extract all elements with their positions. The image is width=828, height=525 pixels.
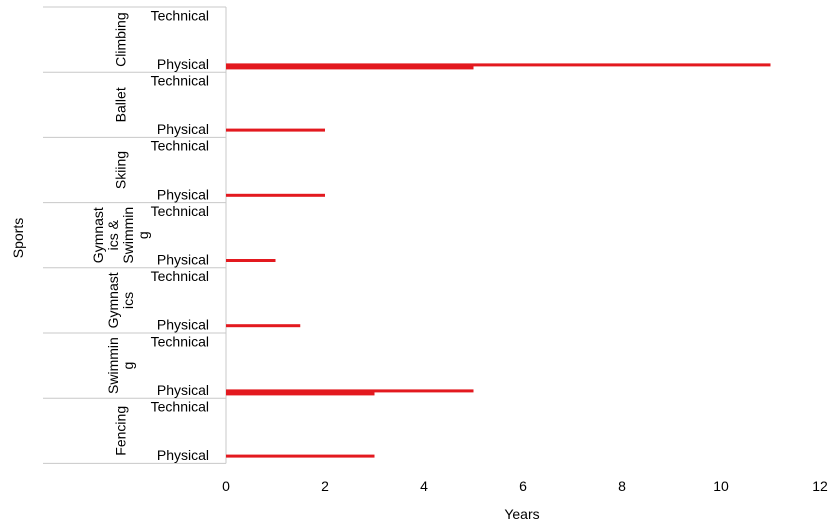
bars <box>226 63 771 458</box>
sport-label: Fencing <box>113 406 129 456</box>
row-label: Technical <box>151 333 209 349</box>
bar <box>226 128 325 132</box>
category-grid <box>43 6 227 464</box>
bar <box>226 324 301 328</box>
x-tick-label: 12 <box>812 478 828 494</box>
row-label: Physical <box>157 186 209 202</box>
sport-label-line: g <box>135 231 151 239</box>
sport-label: Gymnastics &Swimming <box>90 207 151 264</box>
sport-label-line: Gymnast <box>105 272 121 328</box>
bar <box>226 259 276 262</box>
row-label: Technical <box>151 138 209 154</box>
sport-label-line: Ballet <box>113 87 129 122</box>
sport-label-line: Climbing <box>113 12 129 66</box>
sport-label-line: Gymnast <box>90 207 106 263</box>
x-axis-title: Years <box>504 506 539 522</box>
row-label: Physical <box>157 317 209 333</box>
x-tick-label: 10 <box>713 478 729 494</box>
category-labels: Climbing TechnicalPhysicalBalletTechnical… <box>90 7 209 463</box>
row-label: Physical <box>157 121 209 137</box>
bar <box>226 63 771 67</box>
x-tick-label: 6 <box>519 478 527 494</box>
sport-label-line: Swimmin <box>105 337 121 394</box>
x-tick-label: 8 <box>618 478 626 494</box>
row-label: Technical <box>151 7 209 23</box>
sport-label-line: g <box>120 362 136 370</box>
row-label: Physical <box>157 447 209 463</box>
x-tick-label: 4 <box>420 478 428 494</box>
bar <box>226 454 375 458</box>
row-label: Physical <box>157 56 209 72</box>
x-tick-labels: 0 2 4 6 8 10 12 <box>222 478 828 494</box>
row-label: Technical <box>151 399 209 415</box>
row-label: Technical <box>151 73 209 89</box>
x-tick-label: 0 <box>222 478 230 494</box>
row-label: Technical <box>151 203 209 219</box>
sport-label: Skiing <box>113 151 129 189</box>
sport-label-line: Swimmin <box>120 207 136 264</box>
y-axis-title: Sports <box>10 218 26 258</box>
row-label: Physical <box>157 252 209 268</box>
sport-label: Climbing <box>113 12 129 66</box>
sport-label: Gymnastics <box>105 272 136 328</box>
sport-label: Ballet <box>113 87 129 122</box>
bar <box>226 390 375 396</box>
sport-label-line: ics & <box>105 219 121 250</box>
sport-label-line: Skiing <box>113 151 129 189</box>
row-label: Technical <box>151 268 209 284</box>
sport-label-line: Fencing <box>113 406 129 456</box>
row-label: Physical <box>157 382 209 398</box>
sport-label-line: ics <box>120 292 136 309</box>
bar <box>226 193 325 197</box>
sport-label: Swimming <box>105 337 136 394</box>
x-tick-label: 2 <box>321 478 329 494</box>
bar <box>226 64 474 70</box>
